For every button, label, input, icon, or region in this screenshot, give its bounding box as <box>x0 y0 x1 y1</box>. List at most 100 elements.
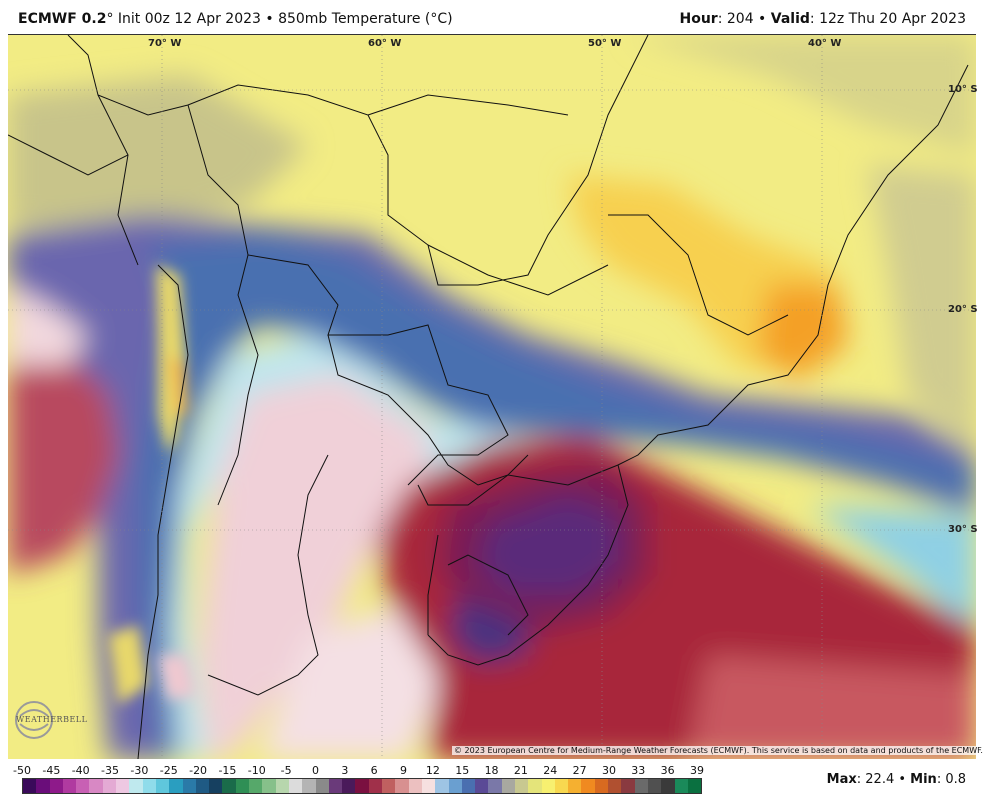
colorbar-swatch <box>687 779 702 793</box>
colorbar-swatch <box>342 779 356 793</box>
colorbar-swatch <box>288 779 303 793</box>
colorbar-tick-label: -20 <box>189 764 208 777</box>
colorbar-swatch <box>222 779 236 793</box>
colorbar-swatch <box>661 779 675 793</box>
colorbar-swatch <box>621 779 635 793</box>
weatherbell-logo-icon <box>15 701 53 739</box>
colorbar-tick-label: -35 <box>101 764 120 777</box>
colorbar-tick-label: -40 <box>71 764 90 777</box>
colorbar-swatch <box>102 779 117 793</box>
colorbar-swatch <box>209 779 223 793</box>
colorbar-tick-label: 36 <box>660 764 675 777</box>
lon-label-70w: 70° W <box>148 38 182 49</box>
temperature-map[interactable] <box>8 34 976 759</box>
colorbar-tick-label: -30 <box>130 764 149 777</box>
copyright-notice: © 2023 European Centre for Medium-Range … <box>452 746 984 755</box>
colorbar-swatch <box>129 779 143 793</box>
valid-value: : 12z Thu 20 Apr 2023 <box>809 11 966 27</box>
colorbar-swatch <box>608 779 622 793</box>
colorbar-swatch <box>541 779 555 793</box>
colorbar-swatch <box>315 779 329 793</box>
colorbar-swatch <box>368 779 383 793</box>
colorbar-tick-label: 24 <box>543 764 558 777</box>
colorbar-tick-label: -45 <box>42 764 61 777</box>
colorbar-swatch <box>448 779 462 793</box>
colorbar-tick-label: 3 <box>341 764 349 777</box>
model-name: ECMWF 0.2 <box>18 11 107 27</box>
map-title: ECMWF 0.2° Init 00z 12 Apr 2023 • 850mb … <box>18 11 453 27</box>
colorbar-tick-label: -50 <box>13 764 31 777</box>
colorbar-swatch <box>23 779 37 793</box>
colorbar-swatch <box>49 779 63 793</box>
colorbar-swatch <box>554 779 569 793</box>
colorbar-swatch <box>581 779 595 793</box>
lat-label-10s: 10° S <box>948 84 978 95</box>
colorbar-swatch <box>328 779 343 793</box>
hour-label: Hour <box>679 11 718 27</box>
colorbar-ticks: -50 -45 -40 -35 -30 -25 -20 -15 -10 -5 0 3 6 9 12 15 18 2… <box>13 764 716 778</box>
valid-time: Hour: 204 • Valid: 12z Thu 20 Apr 2023 <box>680 11 967 27</box>
colorbar-tick-label: -25 <box>159 764 178 777</box>
colorbar-tick-label: 0 <box>311 764 319 777</box>
colorbar-swatch <box>116 779 130 793</box>
colorbar-swatch <box>262 779 276 793</box>
colorbar-swatch <box>594 779 609 793</box>
colorbar-tick-label: 21 <box>513 764 528 777</box>
max-label: Max <box>826 772 857 787</box>
max-value: : 22.4 • <box>856 772 911 787</box>
colorbar-swatch <box>355 779 369 793</box>
colorbar-tick-label: 27 <box>572 764 587 777</box>
colorbar-swatch <box>36 779 50 793</box>
colorbar-swatch <box>634 779 648 793</box>
colorbar-tick-label: 39 <box>690 764 704 777</box>
colorbar-swatch <box>142 779 156 793</box>
colorbar-swatch <box>674 779 688 793</box>
colorbar-swatch <box>155 779 170 793</box>
temperature-colorbar <box>22 778 702 794</box>
colorbar-swatch <box>76 779 90 793</box>
colorbar-swatch <box>182 779 196 793</box>
colorbar-swatch <box>514 779 529 793</box>
colorbar-tick-label: 12 <box>425 764 440 777</box>
valid-label: Valid <box>770 11 810 27</box>
colorbar-tick-label: 15 <box>455 764 470 777</box>
colorbar-tick-label: -5 <box>280 764 292 777</box>
colorbar-swatch <box>62 779 77 793</box>
lon-label-40w: 40° W <box>808 38 842 49</box>
colorbar-swatch <box>89 779 103 793</box>
lon-label-60w: 60° W <box>368 38 402 49</box>
map-canvas <box>8 35 976 759</box>
colorbar-tick-label: -10 <box>247 764 266 777</box>
colorbar-swatch <box>568 779 582 793</box>
colorbar-swatch <box>435 779 449 793</box>
colorbar-swatch <box>421 779 436 793</box>
colorbar-swatch <box>249 779 263 793</box>
colorbar-swatch <box>395 779 409 793</box>
colorbar-swatch <box>501 779 515 793</box>
colorbar-swatch <box>488 779 502 793</box>
colorbar-swatch <box>169 779 183 793</box>
colorbar-swatch <box>647 779 662 793</box>
lon-label-50w: 50° W <box>588 38 622 49</box>
colorbar-swatch <box>235 779 250 793</box>
colorbar-swatch <box>461 779 476 793</box>
colorbar-tick-label: 9 <box>400 764 408 777</box>
colorbar-tick-label: 33 <box>631 764 646 777</box>
min-label: Min <box>910 772 937 787</box>
colorbar-tick-label: 6 <box>370 764 378 777</box>
hour-value: : 204 • <box>717 11 771 27</box>
colorbar-swatch <box>382 779 396 793</box>
logo-text: WEATHERBELL <box>16 715 88 724</box>
header: ECMWF 0.2° Init 00z 12 Apr 2023 • 850mb … <box>0 0 984 34</box>
colorbar-tick-label: -15 <box>218 764 237 777</box>
lat-label-30s: 30° S <box>948 524 978 535</box>
max-min-readout: Max: 22.4 • Min: 0.8 <box>827 772 966 787</box>
colorbar-swatch <box>275 779 289 793</box>
colorbar-swatch <box>302 779 316 793</box>
colorbar-tick-label: 30 <box>601 764 616 777</box>
colorbar-swatch <box>408 779 422 793</box>
colorbar-swatch <box>528 779 542 793</box>
colorbar-tick-label: 18 <box>484 764 499 777</box>
min-value: : 0.8 <box>936 772 966 787</box>
colorbar-swatch <box>195 779 210 793</box>
